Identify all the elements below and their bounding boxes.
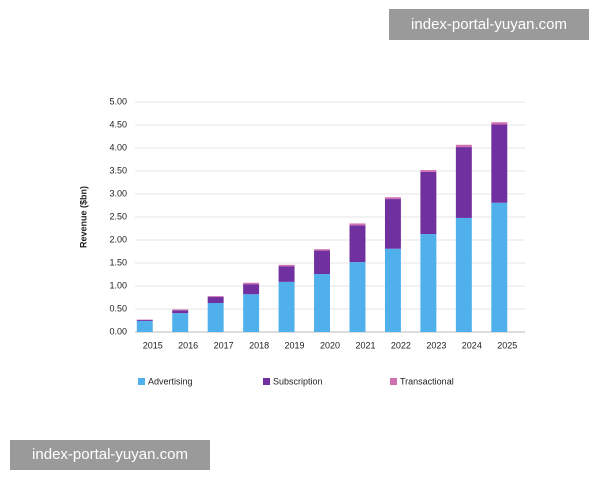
bar-segment bbox=[491, 124, 508, 203]
x-tick-label: 2017 bbox=[214, 340, 234, 350]
bar-segment bbox=[455, 144, 472, 148]
bar-segment bbox=[384, 197, 401, 200]
legend-label: Transactional bbox=[400, 376, 454, 386]
bar-segment bbox=[349, 223, 366, 226]
bar-segment bbox=[314, 250, 330, 275]
x-tick-label: 2024 bbox=[462, 340, 482, 350]
bar-segment bbox=[420, 170, 437, 172]
bar-segment bbox=[455, 217, 472, 332]
x-tick-label: 2018 bbox=[249, 340, 269, 350]
bar-segment bbox=[172, 310, 189, 314]
bar-segment bbox=[420, 171, 437, 235]
bar-segment bbox=[278, 264, 295, 267]
y-tick-label: 5.00 bbox=[109, 96, 127, 106]
bar-segment bbox=[243, 282, 260, 285]
bar-segment bbox=[278, 281, 295, 332]
y-tick-label: 0.00 bbox=[109, 326, 127, 336]
bar-segment bbox=[278, 266, 295, 282]
bar-segment bbox=[136, 320, 153, 332]
bar-segment bbox=[172, 313, 189, 332]
bar-segment bbox=[207, 297, 224, 304]
y-tick-label: 1.50 bbox=[109, 257, 127, 267]
y-tick-label: 1.00 bbox=[109, 280, 127, 290]
x-tick-label: 2015 bbox=[143, 340, 163, 350]
legend-label: Advertising bbox=[148, 376, 193, 386]
bar-segment bbox=[349, 262, 366, 332]
bar-segment bbox=[207, 296, 224, 298]
bar-segment bbox=[420, 234, 437, 332]
bar-segment bbox=[491, 122, 508, 125]
watermark: index-portal-yuyan.com bbox=[411, 16, 567, 33]
bar-segment bbox=[207, 303, 224, 332]
watermark-box bbox=[10, 440, 210, 470]
watermark-box bbox=[389, 9, 589, 40]
legend-swatch bbox=[138, 378, 145, 385]
bar-segment bbox=[491, 202, 508, 332]
bar-segment bbox=[136, 320, 153, 321]
bar-segment bbox=[314, 249, 330, 251]
x-tick-label: 2025 bbox=[497, 340, 517, 350]
x-tick-label: 2016 bbox=[178, 340, 198, 350]
bar-segment bbox=[455, 147, 472, 218]
bar-segment bbox=[243, 284, 260, 295]
bar-segment bbox=[349, 225, 366, 263]
y-tick-label: 2.00 bbox=[109, 234, 127, 244]
bar-segment bbox=[384, 248, 401, 332]
y-tick-label: 4.00 bbox=[109, 142, 127, 152]
legend-label: Subscription bbox=[273, 376, 323, 386]
bar-segment bbox=[384, 199, 401, 249]
x-tick-label: 2020 bbox=[320, 340, 340, 350]
y-axis-label: Revenue ($bn) bbox=[78, 186, 88, 248]
x-tick-label: 2023 bbox=[426, 340, 446, 350]
legend-swatch bbox=[263, 378, 270, 385]
watermark: index-portal-yuyan.com bbox=[32, 446, 188, 463]
y-tick-label: 2.50 bbox=[109, 211, 127, 221]
y-tick-label: 0.50 bbox=[109, 303, 127, 313]
y-tick-label: 3.00 bbox=[109, 188, 127, 198]
x-tick-label: 2021 bbox=[355, 340, 375, 350]
bar-segment bbox=[172, 309, 189, 311]
bar-segment bbox=[243, 294, 260, 332]
x-tick-label: 2022 bbox=[391, 340, 411, 350]
x-tick-label: 2019 bbox=[285, 340, 305, 350]
bar-segment bbox=[314, 274, 330, 332]
legend-swatch bbox=[390, 378, 397, 385]
y-tick-label: 3.50 bbox=[109, 165, 127, 175]
y-tick-label: 4.50 bbox=[109, 119, 127, 129]
